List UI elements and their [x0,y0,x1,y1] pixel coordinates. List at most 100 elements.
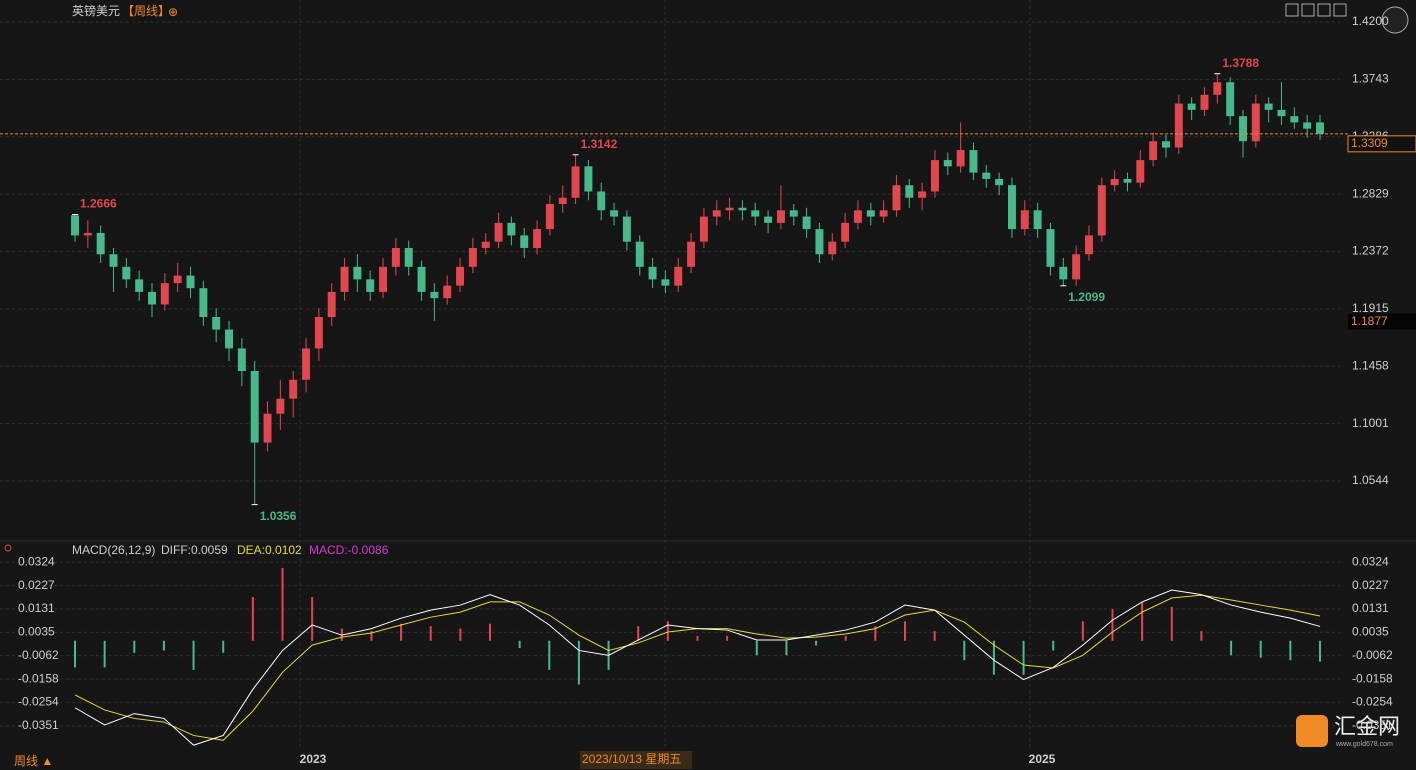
candle-body [302,348,311,380]
candle-body [507,222,516,236]
candle-body [1110,178,1119,186]
candle-body [1290,116,1299,123]
logo: 汇金网 [1334,714,1400,739]
macd-bar [1259,640,1262,658]
candle-body [699,216,708,242]
candle-body [1316,122,1324,134]
macd-bar [162,640,165,651]
y-tick-label: 1.1458 [1352,358,1389,372]
panel-icon[interactable] [4,544,12,552]
candle-body [802,216,811,230]
add-button[interactable]: ⊕ [168,5,178,19]
candle-body [751,210,760,217]
macd-bar [518,640,521,649]
candle-body [930,160,939,192]
annotation-label: 1.2666 [80,197,117,211]
toolbar [1285,3,1409,34]
candle-body [879,210,888,217]
candle-body [1264,103,1273,110]
macd-bar [874,626,877,641]
candle-body [1251,103,1260,142]
period-footer[interactable]: 周线 ▲ [14,754,53,768]
chart-title: 英镑美元 [72,3,120,18]
candle-body [866,210,875,217]
macd-bar [992,640,995,675]
macd-bar [1200,631,1203,641]
candle-body [1174,103,1183,148]
macd-bar [489,623,491,641]
candle-body [969,150,978,173]
candle-body [853,210,862,223]
candle-body [545,204,554,230]
macd-bar [696,635,699,641]
macd-bar [815,640,818,646]
y-tick-label: 0.0227 [18,578,55,592]
candle-body [712,210,721,217]
candle-body [1136,160,1145,183]
macd-bar [1289,640,1292,661]
y-tick-label: -0.0254 [1352,695,1393,709]
tool-icon[interactable] [1285,3,1299,17]
macd-bar [400,623,403,641]
y-tick-label: 1.0544 [1352,473,1389,487]
diff-line [74,589,1321,746]
annotation-label: 1.3788 [1222,56,1259,70]
candle-body [1123,178,1132,183]
candle-body [1200,94,1209,110]
y-tick-label: 0.0324 [1352,554,1389,568]
period[interactable]: 【周线】 [122,4,170,18]
candle-body [648,266,657,280]
candle-body [674,266,683,286]
candle-body [443,285,452,299]
candle-body [1277,109,1286,117]
macd-bar [1052,640,1055,651]
candle-body [263,413,272,443]
candle-body [943,160,952,167]
tool-icon[interactable] [1333,3,1347,17]
candle-body [841,222,850,242]
candle-body [905,185,914,198]
candle-body [1007,185,1016,230]
macd-bar [103,640,106,668]
candle-body [109,254,118,267]
macd-value: MACD:-0.0086 [309,543,389,557]
candle-body [1187,103,1196,110]
candle-body [225,329,233,349]
candle-body [173,275,182,284]
candle-body [815,229,824,255]
macd-bar [192,640,195,670]
candle-body [622,216,631,242]
macd-bar [251,597,254,641]
candle-body [83,232,92,236]
x-tick-label: 2023 [300,752,327,766]
y-tick-label: 1.1001 [1352,416,1389,430]
candle-body [1213,82,1222,95]
macd-bar [726,635,729,641]
candle-body [96,232,105,255]
macd-bar [637,626,640,641]
macd-title: MACD(26,12,9) [72,543,155,557]
tool-icon[interactable] [1317,3,1331,17]
macd-bar [281,567,284,641]
y-tick-label: 1.1915 [1352,301,1389,315]
tool-icon[interactable] [1301,3,1315,17]
candle-body [212,317,221,330]
macd-bar [1230,640,1233,656]
macd-bar [844,635,847,641]
candle-body [366,279,375,292]
y-tick-label: -0.0158 [18,671,59,685]
macd-bar [222,640,225,653]
logo-url: www.gold678.com [1335,741,1393,748]
candle-body [289,379,298,399]
candle-body [610,210,619,217]
marker-price-box [1348,313,1416,330]
macd-bar [133,640,136,653]
macd-bar [904,621,906,641]
candle-body [1303,122,1312,129]
close-button[interactable] [1381,6,1409,34]
candle-body [520,235,529,248]
candle-body [456,266,465,286]
y-tick-label: -0.0062 [18,648,59,662]
candle-body [71,215,79,236]
